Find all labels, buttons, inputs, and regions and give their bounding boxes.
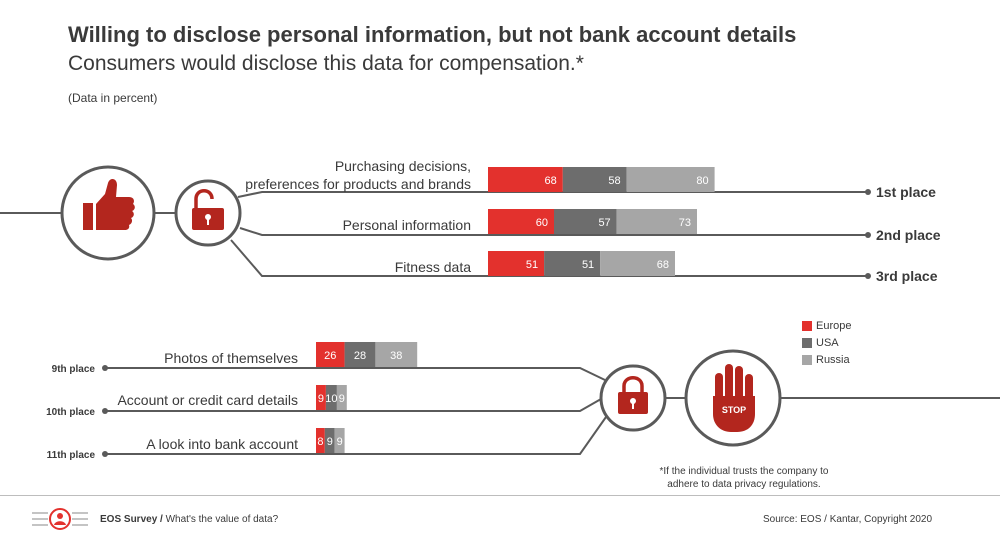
legend-label: Russia [816,353,850,366]
bar-value-label: 9 [327,436,333,448]
legend-label: Europe [816,319,852,332]
bar-segment [544,251,601,276]
bar-value-label: 9 [318,393,324,405]
line-end-dot [865,232,871,238]
category-label: Purchasing decisions, [335,158,471,174]
bar-segment [316,385,326,410]
footer-topic: What's the value of data? [165,514,279,525]
bar-value-label: 8 [317,436,323,448]
category-label: Personal information [343,217,471,233]
bar-segment [316,342,345,367]
bar-segment [344,342,376,367]
category-label: Account or credit card details [117,392,298,408]
bar-value-label: 80 [696,175,708,187]
bar-segment [334,428,345,453]
bar-segment [488,167,563,192]
connector-line [237,191,868,198]
locked-padlock-icon [618,376,648,414]
footnote: *If the individual trusts the company to… [659,466,829,490]
chart-canvas: 1st place Purchasing decisions, preference… [0,158,1000,461]
category-label: Fitness data [395,259,471,275]
stop-badge: STOP [684,349,782,447]
unlocked-badge [174,179,242,247]
rank-label: 3rd place [876,268,938,284]
connector-line [105,416,607,455]
bar-value-label: 10 [325,393,337,405]
category-label: A look into bank account [146,436,298,452]
bar-segment [488,209,554,234]
bar-value-label: 68 [545,175,557,187]
bar-segment [316,428,325,453]
bar-segment [325,385,337,410]
bar-segment [554,209,617,234]
footer-separator: / [157,514,166,525]
legend-item-russia: Russia [802,351,851,368]
page-title: Willing to disclose personal information… [68,22,797,47]
bar-value-label: 58 [608,175,620,187]
bar-value-label: 73 [679,217,691,229]
footer-divider [0,495,1000,496]
connector-line [239,227,868,236]
rank-label: 2nd place [876,227,941,243]
bar-segment [616,209,697,234]
footer-source: Source: EOS / Kantar, Copyright 2020 [763,514,932,525]
bars-group [316,167,715,453]
page-subtitle: Consumers would disclose this data for c… [68,52,584,75]
bar-value-label: 51 [526,259,538,271]
legend-item-usa: USA [802,334,851,351]
bar-segment [324,428,335,453]
legend-swatch [802,354,812,365]
rank-label: 9th place [52,364,96,375]
footer-brand-name: EOS Survey [100,514,158,525]
labels-group: 1st place Purchasing decisions, preference… [46,158,941,461]
connector-line [105,398,602,412]
eos-logo-icon [32,508,88,530]
rank-label: 11th place [47,450,96,461]
bar-value-label: 28 [354,350,366,362]
bar-value-label: 51 [582,259,594,271]
bar-value-label: 9 [337,436,343,448]
legend: Europe USA Russia [802,317,851,368]
bar-value-label: 38 [390,350,402,362]
bar-segment [336,385,347,410]
bar-value-label: 26 [324,350,336,362]
bar-value-label: 68 [657,259,669,271]
bar-segment [488,251,545,276]
category-label: Photos of themselves [164,350,298,366]
bar-segment [562,167,627,192]
thumbs-up-badge [60,165,156,261]
legend-swatch [802,320,812,331]
bar-segment [600,251,675,276]
legend-item-europe: Europe [802,317,851,334]
footer-brand: EOS Survey / What's the value of data? [100,514,278,525]
line-end-dot [865,273,871,279]
bar-value-label: 60 [536,217,548,229]
stop-text: STOP [722,405,746,415]
unit-note: (Data in percent) [68,91,158,105]
rank-label: 10th place [46,407,95,418]
legend-label: USA [816,336,839,349]
line-end-dot [102,408,108,414]
line-end-dot [102,451,108,457]
bar-segment [375,342,418,367]
line-end-dot [102,365,108,371]
category-label: preferences for products and brands [245,176,471,192]
locked-badge [599,364,667,432]
rank-label: 1st place [876,184,936,200]
connector-line [105,367,606,381]
bar-value-label: 57 [598,217,610,229]
legend-swatch [802,337,812,348]
bar-segment [626,167,715,192]
stop-hand-icon [713,364,755,432]
bar-value-label: 9 [339,393,345,405]
line-end-dot [865,189,871,195]
unlocked-padlock-icon [192,189,224,230]
thumbs-up-icon [83,179,135,230]
